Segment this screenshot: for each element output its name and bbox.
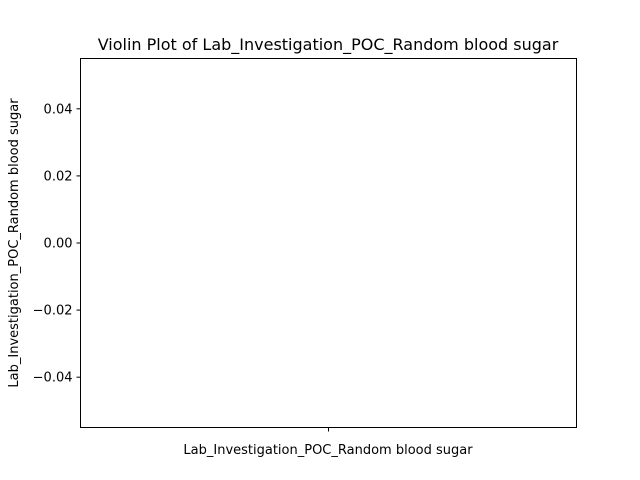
y-axis-ticks: 0.04 0.02 0.00 −0.02 −0.04 (33, 102, 81, 386)
plot-area (80, 58, 577, 428)
chart-title: Violin Plot of Lab_Investigation_POC_Ran… (98, 35, 559, 55)
y-tick-label: 0.00 (44, 237, 73, 252)
y-tick-label: 0.02 (44, 169, 73, 184)
y-tick-label: 0.04 (44, 102, 73, 117)
y-axis-label: Lab_Investigation_POC_Random blood sugar (7, 98, 22, 388)
x-axis-label: Lab_Investigation_POC_Random blood sugar (183, 443, 473, 458)
y-tick-label: −0.02 (33, 304, 73, 319)
y-tick-label: −0.04 (33, 371, 73, 386)
